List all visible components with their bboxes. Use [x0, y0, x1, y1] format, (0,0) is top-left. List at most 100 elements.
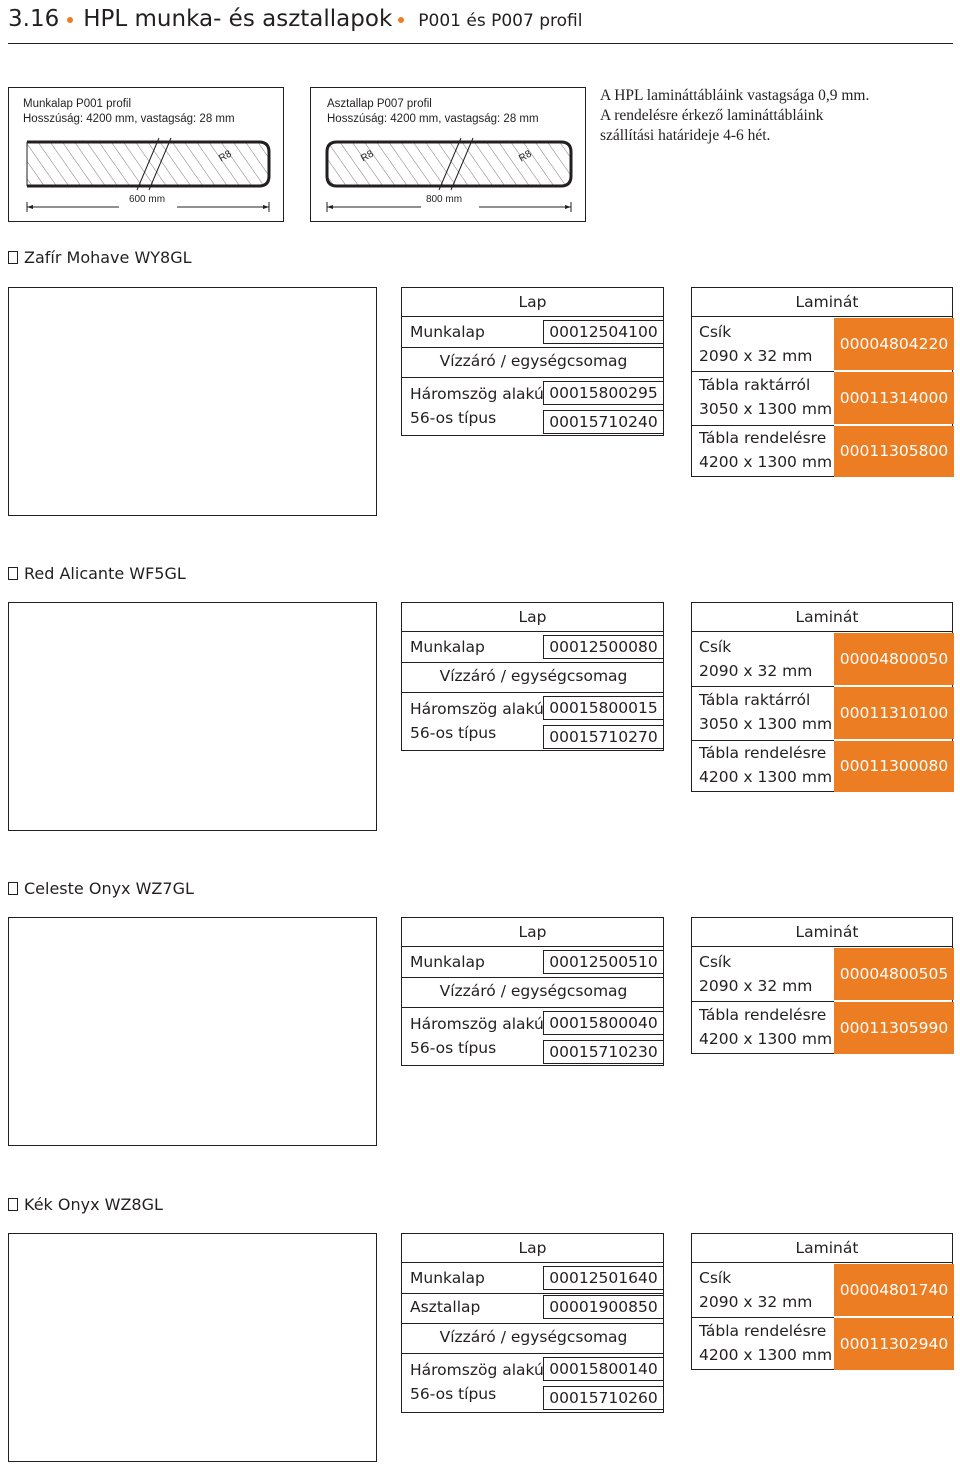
profile-name: Asztallap P007 profil	[327, 98, 432, 110]
haromszog-label: Háromszög alakú	[410, 385, 544, 403]
missing-glyph-icon	[8, 882, 18, 895]
lap-table: Lap Munkalap 00012500080 Vízzáró / egysé…	[401, 602, 664, 751]
profile-desc: Hosszúság: 4200 mm, vastagság: 28 mm	[23, 113, 235, 125]
row-divider	[692, 1317, 834, 1318]
haromszog-code: 00015800015	[543, 696, 664, 720]
section-name: Celeste Onyx WZ7GL	[24, 879, 194, 898]
lap-table: Lap Munkalap 00012500510 Vízzáró / egysé…	[401, 917, 664, 1066]
tipus-label: 56-os típus	[410, 1385, 497, 1403]
row-divider	[402, 1353, 663, 1354]
row-divider	[402, 662, 663, 663]
lap-table: Lap Munkalap 00012504100 Vízzáró / egysé…	[401, 287, 664, 436]
lap-header: Lap	[402, 1234, 663, 1263]
laminat-table: Laminát Csík 2090 x 32 mm 00004800505 Tá…	[691, 917, 954, 1054]
header-rule	[8, 43, 953, 44]
munkalap-label: Munkalap	[410, 1269, 485, 1287]
laminat-size-3: 4200 x 1300 mm	[699, 768, 833, 786]
note-line-1: A HPL laminát­tábláink vastagsága 0,9 mm…	[600, 87, 870, 104]
laminat-code-1: 00004800050	[834, 633, 954, 685]
munkalap-label: Munkalap	[410, 953, 485, 971]
row-divider	[692, 1001, 834, 1002]
tipus-label: 56-os típus	[410, 724, 497, 742]
lap-header: Lap	[402, 603, 663, 632]
munkalap-code: 00012500510	[543, 950, 664, 974]
section-header: Kék Onyx WZ8GL	[8, 1195, 163, 1215]
width-label: 800 mm	[425, 194, 463, 205]
section-header: Zafír Mohave WY8GL	[8, 248, 192, 268]
laminat-label-1: Csík	[699, 323, 732, 341]
row-divider	[402, 692, 663, 693]
profile-p001-box: Munkalap P001 profil Hosszúság: 4200 mm,…	[8, 87, 284, 222]
laminat-label-2: Tábla raktárról	[699, 691, 811, 709]
decor-image	[8, 1233, 377, 1462]
row-divider	[402, 347, 663, 348]
laminat-code-1: 00004804220	[834, 318, 954, 370]
row-divider	[402, 977, 663, 978]
section-header: Celeste Onyx WZ7GL	[8, 879, 194, 899]
laminat-size-2: 4200 x 1300 mm	[699, 1030, 833, 1048]
laminat-label-1: Csík	[699, 1269, 732, 1287]
laminat-table: Laminát Csík 2090 x 32 mm 00004801740 Tá…	[691, 1233, 954, 1370]
asztallap-label: Asztallap	[410, 1298, 481, 1316]
width-label: 600 mm	[128, 194, 166, 205]
haromszog-label: Háromszög alakú	[410, 1015, 544, 1033]
haromszog-label: Háromszög alakú	[410, 1361, 544, 1379]
laminat-code-2: 00011305990	[834, 1002, 954, 1054]
section-name: Red Alicante WF5GL	[24, 564, 186, 583]
haromszog-code: 00015800140	[543, 1357, 664, 1381]
missing-glyph-icon	[8, 251, 18, 264]
laminat-label-2: Tábla rendelésre	[699, 1006, 827, 1024]
laminat-size-2: 3050 x 1300 mm	[699, 715, 833, 733]
profile-name: Munkalap P001 profil	[23, 98, 132, 110]
laminat-size-1: 2090 x 32 mm	[699, 1293, 813, 1311]
laminat-code-1: 00004801740	[834, 1264, 954, 1316]
profile-p001-drawing	[26, 137, 271, 212]
missing-glyph-icon	[8, 1198, 18, 1211]
row-divider	[402, 1293, 663, 1294]
page-title: 3.16 HPL munka- és asztallapok P001 és P00…	[8, 4, 582, 34]
laminat-code-2: 00011302940	[834, 1318, 954, 1370]
laminat-code-2: 00011310100	[834, 687, 954, 739]
note-line-2: A rendelésre érkező laminát­tábláink	[600, 107, 824, 124]
section-number: 3.16	[8, 6, 60, 32]
section-name: Kék Onyx WZ8GL	[24, 1195, 163, 1214]
row-divider	[692, 371, 834, 372]
laminat-label-3: Tábla rendelésre	[699, 744, 827, 762]
laminat-label-2: Tábla rendelésre	[699, 1322, 827, 1340]
asztallap-code: 00001900850	[543, 1295, 664, 1319]
decor-image	[8, 287, 377, 516]
profile-desc: Hosszúság: 4200 mm, vastagság: 28 mm	[327, 113, 539, 125]
row-divider	[692, 740, 834, 741]
haromszog-code: 00015800040	[543, 1011, 664, 1035]
munkalap-label: Munkalap	[410, 638, 485, 656]
lap-table: Lap Munkalap 00012501640 Asztallap 00001…	[401, 1233, 664, 1413]
tipus-code: 00015710260	[543, 1386, 664, 1410]
vizzaro-label: Vízzáró / egységcsomag	[439, 1328, 628, 1346]
lap-header: Lap	[402, 918, 663, 947]
laminat-code-1: 00004800505	[834, 948, 954, 1000]
row-divider	[402, 1007, 663, 1008]
laminat-size-1: 2090 x 32 mm	[699, 347, 813, 365]
vizzaro-label: Vízzáró / egységcsomag	[439, 667, 628, 685]
munkalap-label: Munkalap	[410, 323, 485, 341]
munkalap-code: 00012500080	[543, 635, 664, 659]
laminat-header: Laminát	[692, 1234, 952, 1263]
laminat-size-1: 2090 x 32 mm	[699, 977, 813, 995]
bullet-dot-icon	[398, 16, 405, 23]
decor-image	[8, 917, 377, 1146]
munkalap-code: 00012504100	[543, 320, 664, 344]
tipus-code: 00015710270	[543, 725, 664, 749]
vizzaro-label: Vízzáró / egységcsomag	[439, 982, 628, 1000]
tipus-label: 56-os típus	[410, 1039, 497, 1057]
tipus-code: 00015710240	[543, 410, 664, 434]
lap-header: Lap	[402, 288, 663, 317]
section-name: Zafír Mohave WY8GL	[24, 248, 192, 267]
laminat-size-2: 3050 x 1300 mm	[699, 400, 833, 418]
laminat-size-3: 4200 x 1300 mm	[699, 453, 833, 471]
laminat-table: Laminát Csík 2090 x 32 mm 00004800050 Tá…	[691, 602, 954, 792]
bullet-dot-icon	[67, 16, 74, 23]
subtitle-text: P001 és P007 profil	[418, 11, 583, 31]
laminat-code-2: 00011314000	[834, 372, 954, 424]
munkalap-code: 00012501640	[543, 1266, 664, 1290]
row-divider	[402, 377, 663, 378]
